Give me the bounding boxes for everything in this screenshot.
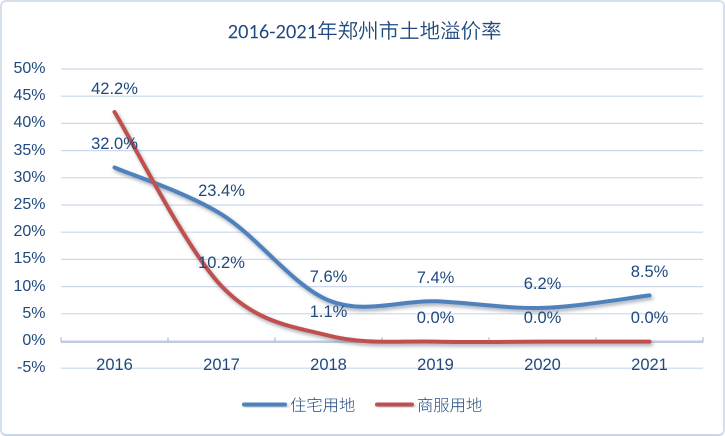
y-axis-tick-label: 0% xyxy=(22,332,46,349)
x-axis-category-label: 2021 xyxy=(631,355,668,374)
chart-title-glyphs xyxy=(228,20,501,40)
legend-label-residential: 住宅用地 xyxy=(290,398,355,422)
y-axis-tick-label: 45% xyxy=(13,87,46,105)
y-axis-tick-label: 20% xyxy=(13,223,46,241)
y-axis-tick-label: 10% xyxy=(13,277,46,295)
data-label: 7.6% xyxy=(309,267,348,286)
data-label: 1.1% xyxy=(309,303,348,322)
data-label: 23.4% xyxy=(198,181,245,200)
x-axis-category-label: 2018 xyxy=(310,355,347,374)
series-line-residential xyxy=(112,165,652,311)
x-axis-category-label: 2017 xyxy=(203,355,240,374)
x-axis-category-label: 2019 xyxy=(417,355,454,374)
y-axis-tick-label: 5% xyxy=(22,304,46,322)
data-label: 6.2% xyxy=(523,275,562,294)
chart-title-text: 2016-2021年郑州市土地溢价率 xyxy=(227,20,510,50)
data-label: 0.0% xyxy=(523,309,562,328)
legend-swatch-residential xyxy=(242,402,287,407)
data-label: 42.2% xyxy=(91,79,138,98)
y-axis-tick-label: 25% xyxy=(13,196,46,213)
chart-title xyxy=(228,20,501,40)
data-label: 8.5% xyxy=(630,262,669,281)
legend xyxy=(242,397,482,413)
data-label: 32.0% xyxy=(91,135,138,153)
x-axis-category-label: 2020 xyxy=(524,355,561,374)
data-label: 0.0% xyxy=(416,309,455,328)
legend-swatch-commercial xyxy=(375,402,414,407)
y-axis-tick-label: 30% xyxy=(13,168,46,186)
data-label: 0.0% xyxy=(630,309,669,328)
data-label: 10.2% xyxy=(198,253,245,272)
y-axis-tick-label: -5% xyxy=(17,359,46,377)
y-axis-tick-label: 35% xyxy=(13,141,46,159)
legend-label-commercial: 商服用地 xyxy=(417,398,482,422)
y-axis-tick-label: 40% xyxy=(13,114,46,132)
legend-label-commercial-glyphs xyxy=(418,397,482,413)
series-line-commercial xyxy=(112,110,652,345)
y-axis-tick-label: 50% xyxy=(13,60,46,77)
y-axis-tick-label: 15% xyxy=(13,250,46,268)
x-axis-category-label: 2016 xyxy=(96,355,133,374)
data-label: 7.4% xyxy=(416,268,455,287)
